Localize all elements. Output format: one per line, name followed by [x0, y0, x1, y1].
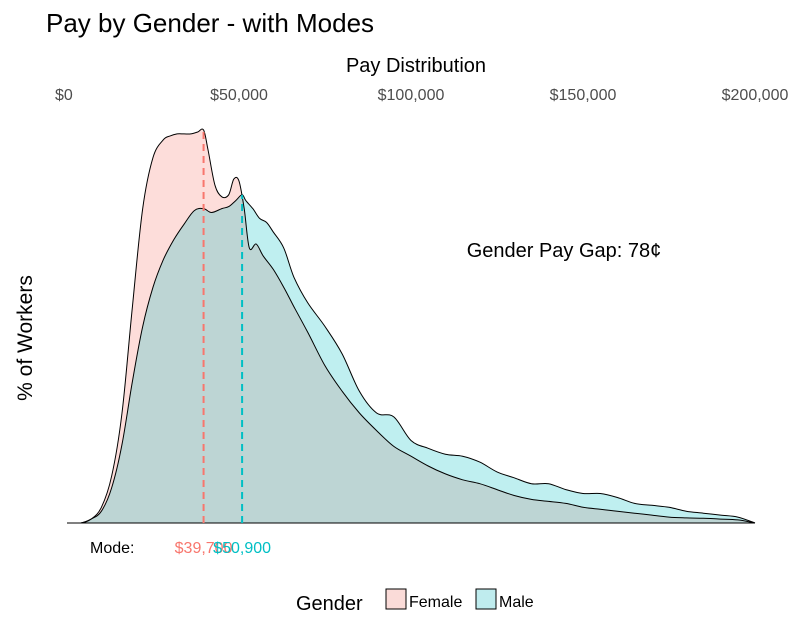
y-axis-label: % of Workers [14, 275, 37, 401]
density-area-female [67, 128, 755, 523]
mode-value-female: $39,700 [175, 540, 233, 557]
chart-title: Pay by Gender - with Modes [46, 8, 374, 38]
x-tick-label: $150,000 [550, 87, 617, 104]
mode-values: $39,700$50,900 [175, 540, 271, 557]
legend-label-female: Female [409, 594, 462, 611]
legend-items: Female Male [385, 588, 534, 611]
plot-area [66, 128, 756, 524]
mode-value-male: $50,900 [213, 540, 271, 557]
mode-label: Mode: [90, 540, 134, 557]
legend-key-male [475, 588, 497, 610]
x-axis-label: Pay Distribution [346, 55, 486, 77]
density-outline-female [66, 128, 756, 524]
legend-key-female [385, 588, 407, 610]
legend-label-male: Male [499, 594, 534, 611]
x-tick-label: $200,000 [722, 87, 789, 104]
x-axis-ticks: $0 $50,000 $100,000 $150,000 $200,000 [55, 87, 788, 104]
density-area-male [67, 194, 755, 524]
legend: Gender Female Male [296, 588, 534, 615]
x-tick-label: $100,000 [378, 87, 445, 104]
gender-pay-gap-annotation: Gender Pay Gap: 78¢ [467, 240, 662, 262]
x-tick-label: $0 [55, 87, 73, 104]
legend-title: Gender [296, 593, 363, 615]
density-outline-male [66, 194, 756, 524]
x-tick-label: $50,000 [210, 87, 268, 104]
